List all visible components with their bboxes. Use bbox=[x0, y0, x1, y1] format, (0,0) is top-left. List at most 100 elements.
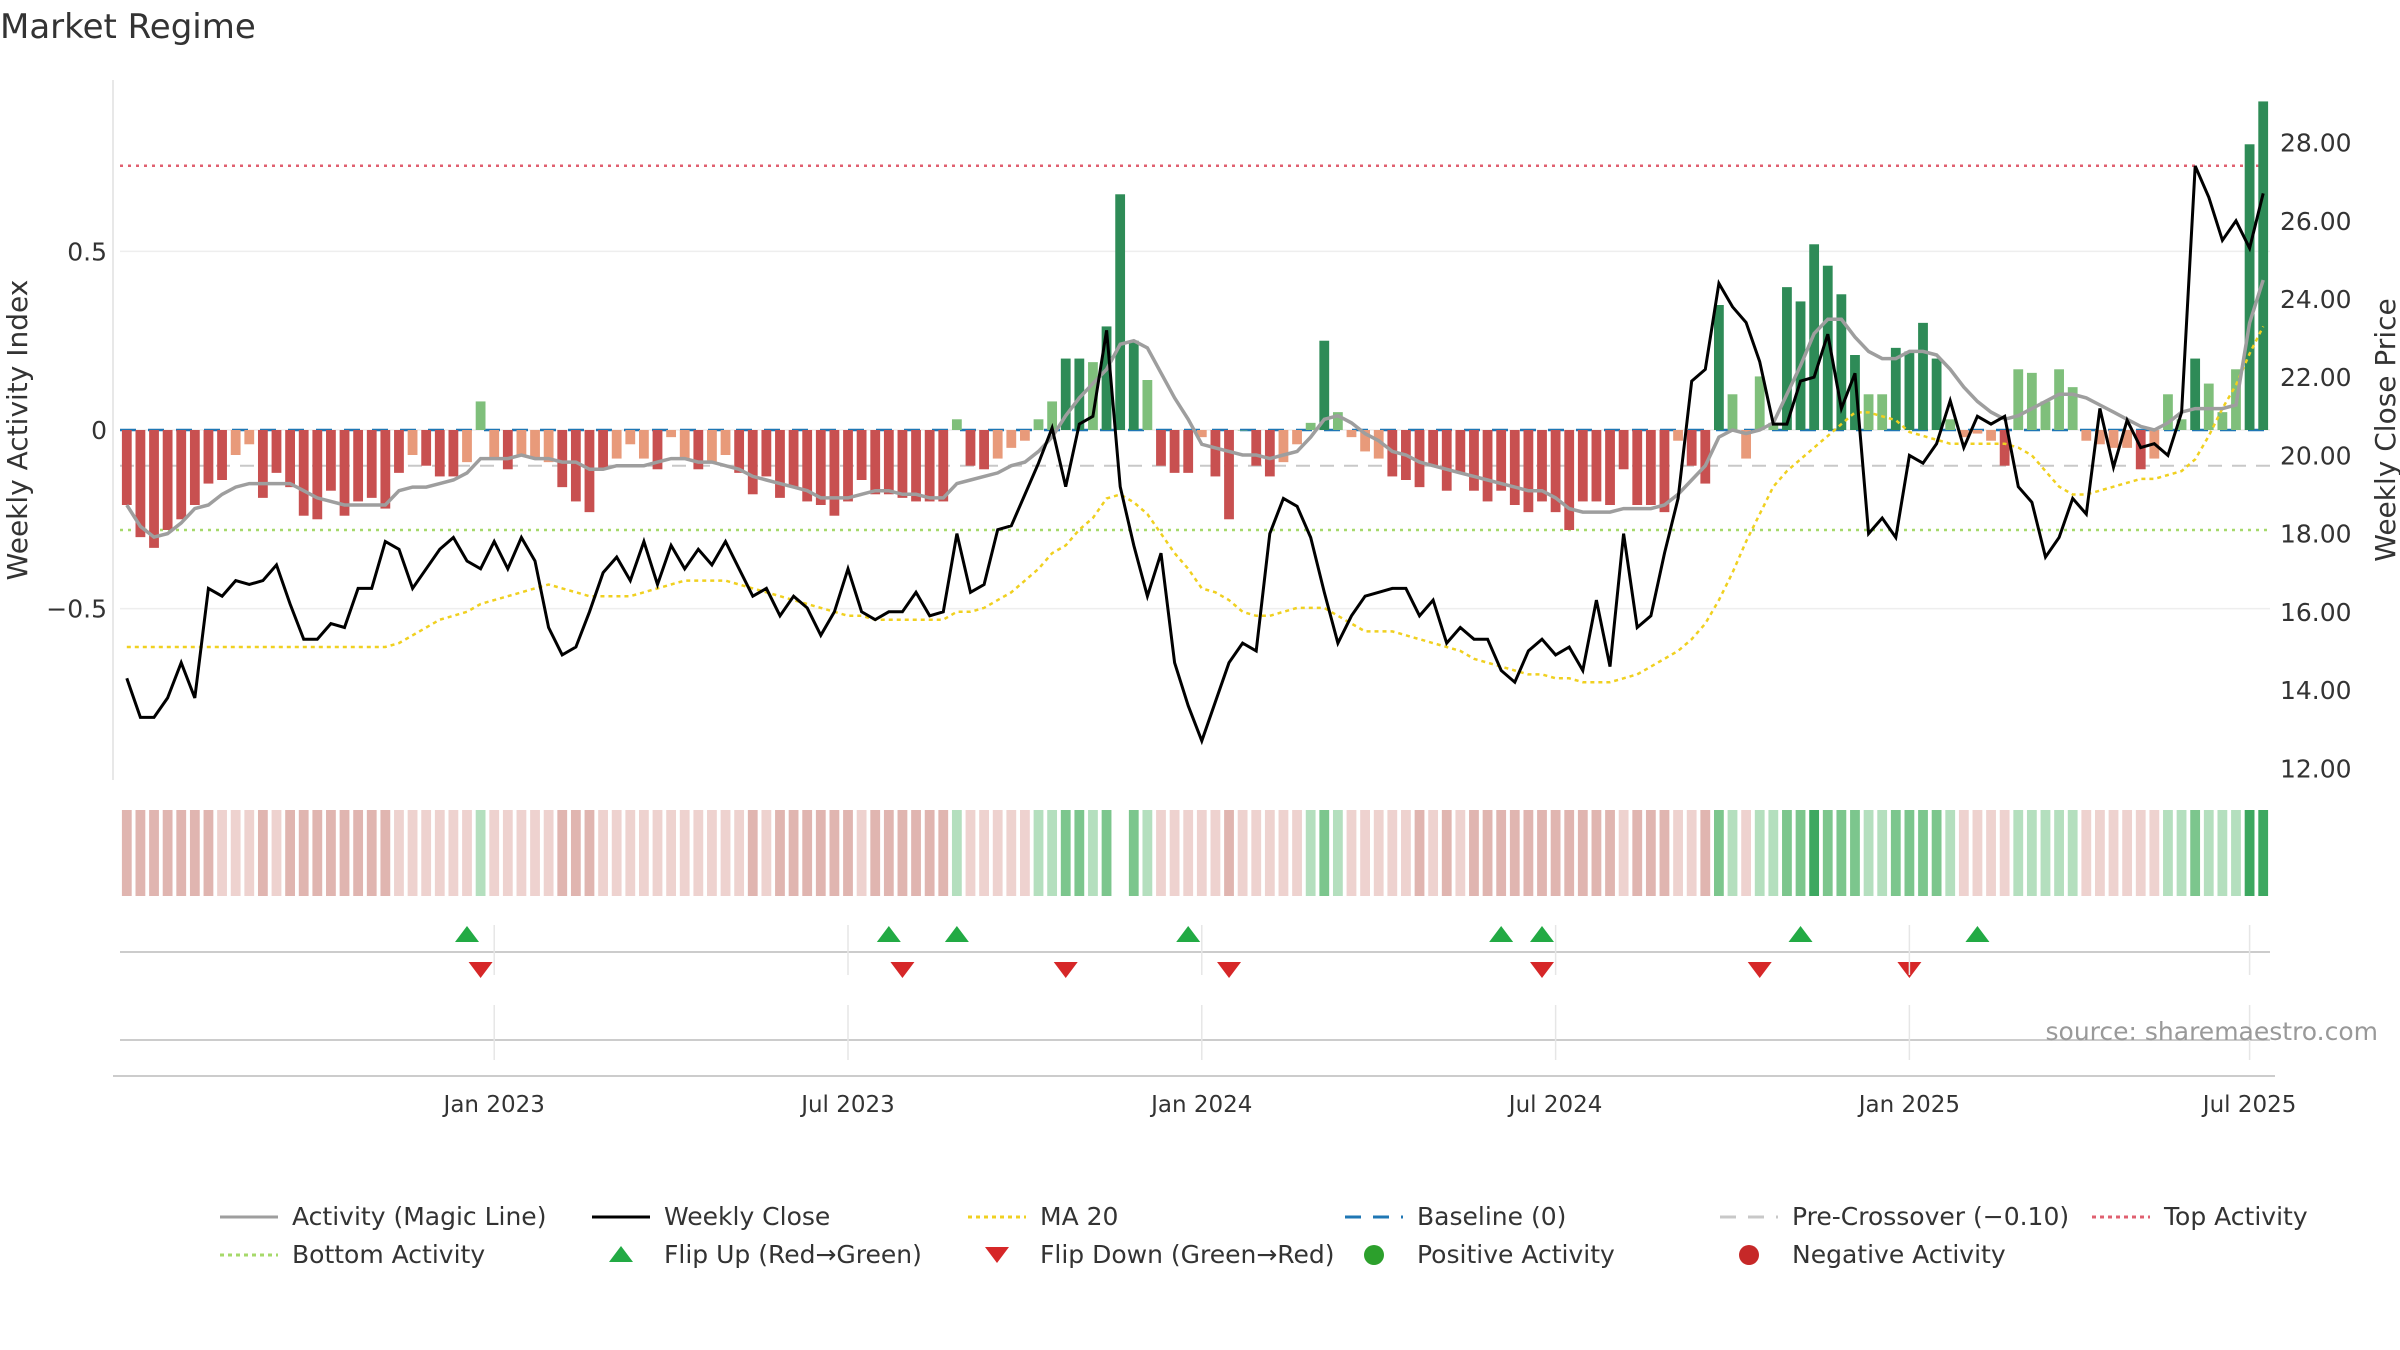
regime-cell bbox=[611, 810, 622, 896]
activity-bar bbox=[598, 430, 608, 470]
regime-cell bbox=[1863, 810, 1874, 896]
regime-cell bbox=[1264, 810, 1275, 896]
regime-cell bbox=[557, 810, 568, 896]
activity-bar bbox=[1713, 305, 1724, 430]
regime-cell bbox=[1169, 810, 1180, 896]
regime-cell bbox=[1210, 810, 1221, 896]
legend-label: Baseline (0) bbox=[1417, 1202, 1566, 1231]
regime-cell bbox=[666, 810, 677, 896]
activity-bar bbox=[448, 430, 459, 477]
regime-cell bbox=[1033, 810, 1044, 896]
regime-cell bbox=[2244, 810, 2255, 896]
chart-title: Market Regime bbox=[0, 7, 256, 47]
legend-label: Flip Up (Red→Green) bbox=[664, 1240, 922, 1269]
activity-bar bbox=[366, 430, 377, 498]
activity-bar bbox=[2040, 401, 2051, 430]
activity-bar bbox=[1360, 430, 1370, 452]
regime-cell bbox=[2067, 810, 2078, 896]
activity-bar bbox=[856, 430, 867, 480]
activity-bar bbox=[1332, 412, 1343, 430]
regime-cell bbox=[938, 810, 949, 896]
regime-cell bbox=[911, 810, 921, 896]
activity-bar bbox=[829, 430, 840, 516]
flip-down-marker bbox=[1217, 962, 1242, 978]
activity-bar bbox=[965, 430, 976, 466]
activity-bar bbox=[394, 430, 404, 473]
regime-cell bbox=[856, 810, 867, 896]
legend-item: Flip Up (Red→Green) bbox=[609, 1240, 922, 1269]
legend-item: Positive Activity bbox=[1364, 1240, 1615, 1269]
activity-bar bbox=[2258, 101, 2269, 430]
activity-bar bbox=[1700, 430, 1711, 484]
regime-cell bbox=[734, 810, 745, 896]
regime-cell bbox=[1537, 810, 1547, 896]
regime-cell bbox=[1754, 810, 1765, 896]
regime-cell bbox=[271, 810, 282, 896]
regime-cell bbox=[638, 810, 649, 896]
regime-cell bbox=[475, 810, 486, 896]
regime-cell bbox=[2258, 810, 2269, 896]
activity-bar bbox=[1523, 430, 1534, 513]
activity-bar bbox=[135, 430, 146, 538]
regime-cell bbox=[965, 810, 976, 896]
activity-bar bbox=[802, 430, 813, 502]
activity-bar bbox=[1496, 430, 1507, 491]
activity-bar bbox=[543, 430, 554, 463]
activity-bar bbox=[2163, 394, 2173, 430]
regime-cell bbox=[1128, 810, 1139, 896]
activity-bar bbox=[720, 430, 731, 455]
activity-bar bbox=[1754, 376, 1765, 430]
activity-bar bbox=[843, 430, 853, 502]
activity-bar bbox=[230, 430, 241, 455]
x-tick-label: Jul 2024 bbox=[1507, 1092, 1603, 1118]
x-tick-label: Jul 2023 bbox=[799, 1092, 895, 1118]
legend-label: Flip Down (Green→Red) bbox=[1040, 1240, 1335, 1269]
regime-cell bbox=[2203, 810, 2214, 896]
regime-cell bbox=[1618, 810, 1629, 896]
regime-cell bbox=[883, 810, 894, 896]
activity-bar bbox=[992, 430, 1003, 459]
regime-cell bbox=[1768, 810, 1779, 896]
activity-bar bbox=[1632, 430, 1643, 505]
activity-bar bbox=[502, 430, 513, 470]
left-axis: 0.5 0 −0.5 bbox=[46, 237, 107, 623]
regime-cell bbox=[2122, 810, 2133, 896]
regime-cell bbox=[707, 810, 717, 896]
right-tick-label: 22.00 bbox=[2280, 363, 2352, 392]
activity-bar bbox=[911, 430, 921, 502]
activity-bar bbox=[421, 430, 432, 466]
flip-up-marker bbox=[1965, 926, 1990, 942]
activity-bar bbox=[1196, 430, 1207, 438]
regime-cell bbox=[2108, 810, 2119, 896]
regime-cell bbox=[584, 810, 595, 896]
flip-up-marker bbox=[1489, 926, 1514, 942]
regime-cell bbox=[203, 810, 214, 896]
activity-bar bbox=[189, 430, 200, 505]
regime-cell bbox=[2231, 810, 2241, 896]
activity-bars bbox=[121, 101, 2269, 548]
activity-bar bbox=[1822, 265, 1833, 430]
activity-bar bbox=[380, 430, 391, 509]
regime-cell bbox=[679, 810, 690, 896]
regime-cell bbox=[2190, 810, 2201, 896]
right-tick-label: 20.00 bbox=[2280, 441, 2352, 470]
regime-cell bbox=[1183, 810, 1194, 896]
activity-bar bbox=[679, 430, 690, 459]
regime-cell bbox=[1332, 810, 1343, 896]
activity-bar bbox=[2013, 369, 2024, 430]
activity-bar bbox=[1645, 430, 1656, 505]
regime-cell bbox=[2054, 810, 2064, 896]
activity-bar bbox=[1918, 322, 1928, 430]
activity-bar bbox=[1047, 401, 1058, 430]
regime-cell bbox=[1305, 810, 1316, 896]
regime-cell bbox=[1605, 810, 1615, 896]
activity-bar bbox=[149, 430, 159, 548]
activity-bar bbox=[1346, 430, 1357, 438]
activity-bar bbox=[1550, 430, 1561, 513]
activity-bar bbox=[1074, 358, 1085, 430]
activity-bar bbox=[1373, 430, 1384, 459]
legend-label: Activity (Magic Line) bbox=[292, 1202, 546, 1231]
legend-item: MA 20 bbox=[968, 1202, 1118, 1231]
activity-bar bbox=[1482, 430, 1493, 502]
activity-bar bbox=[1958, 430, 1969, 438]
